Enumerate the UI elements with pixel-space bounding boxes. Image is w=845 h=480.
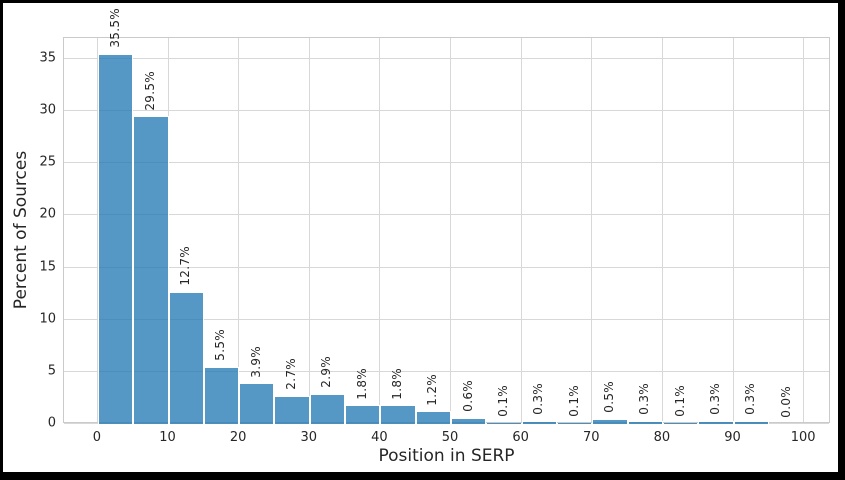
gridline-horizontal (64, 370, 829, 372)
y-tick-label: 25 (39, 154, 56, 170)
y-tick-label: 15 (39, 259, 56, 274)
y-tick-label: 20 (39, 206, 56, 222)
bar-value-label: 35.5% (107, 8, 122, 48)
bar-value-label: 2.7% (284, 358, 299, 390)
gridline-vertical (661, 38, 663, 422)
gridline-vertical (96, 38, 98, 422)
bar-value-label: 0.3% (531, 383, 546, 415)
x-tick-label: 0 (92, 430, 102, 445)
bar-value-label: 0.3% (637, 383, 652, 415)
gridline-vertical (379, 38, 381, 422)
histogram-bar (592, 418, 628, 424)
x-tick-label: 10 (159, 430, 176, 445)
y-tick-label: 10 (39, 311, 56, 327)
y-tick-label: 5 (47, 363, 56, 379)
histogram-bar (486, 422, 522, 424)
bar-value-label: 0.1% (672, 385, 687, 417)
gridline-vertical (591, 38, 593, 422)
bar-value-label: 0.1% (566, 385, 581, 417)
y-tick-label: 30 (39, 102, 56, 118)
histogram-bar (203, 366, 240, 424)
frame-border-top (0, 0, 845, 3)
gridline-horizontal (64, 318, 829, 320)
gridline-horizontal (64, 266, 829, 268)
bar-value-label: 0.1% (496, 385, 510, 417)
bar-value-label: 0.3% (707, 383, 722, 415)
bar-value-label: 1.8% (354, 367, 369, 400)
histogram-bar (698, 420, 734, 424)
bar-value-label: 0.5% (601, 381, 616, 413)
y-axis-label: Percent of Sources (11, 150, 31, 310)
y-tick-label: 0 (47, 415, 56, 431)
x-tick-label: 70 (583, 430, 600, 445)
histogram-bar (556, 422, 593, 424)
gridline-horizontal (64, 162, 829, 164)
x-axis-label: Position in SERP (378, 446, 515, 466)
gridline-vertical (520, 38, 522, 422)
histogram-bar (627, 420, 663, 424)
x-tick-label: 40 (371, 430, 388, 445)
gridline-vertical (308, 38, 310, 422)
histogram-bar (521, 420, 557, 424)
x-tick-label: 60 (512, 430, 529, 445)
x-tick-label: 80 (653, 430, 671, 445)
bar-value-label: 12.7% (178, 245, 193, 286)
histogram-bar (380, 405, 416, 424)
histogram-bar (168, 291, 204, 424)
gridline-vertical (450, 38, 452, 422)
bar-value-label: 1.2% (425, 373, 440, 406)
gridline-horizontal (64, 214, 829, 216)
histogram-bar (415, 411, 452, 424)
histogram-bar (133, 116, 169, 424)
bar-value-label: 29.5% (142, 70, 157, 111)
bar-value-label: 5.5% (213, 328, 228, 361)
bar-value-label: 1.8% (390, 367, 405, 400)
bar-value-label: 0.6% (460, 380, 475, 412)
gridline-vertical (803, 38, 805, 422)
x-tick-label: 30 (300, 430, 318, 445)
x-tick-label: 90 (724, 430, 741, 445)
bar-value-label: 3.9% (248, 345, 263, 378)
gridline-vertical (732, 38, 734, 422)
histogram-bar (451, 417, 487, 424)
frame-border-bottom (0, 472, 845, 480)
plot-area (63, 37, 830, 424)
frame-border-left (0, 0, 3, 480)
histogram-bar (662, 422, 699, 424)
x-tick-label: 100 (790, 430, 816, 445)
x-tick-label: 20 (229, 430, 247, 445)
histogram-bar (309, 393, 346, 424)
histogram-bar (733, 420, 769, 424)
histogram-bar (345, 405, 381, 424)
gridline-horizontal (64, 110, 829, 112)
gridline-horizontal (64, 57, 829, 59)
y-tick-label: 35 (39, 50, 56, 66)
gridline-vertical (238, 38, 240, 422)
bar-value-label: 2.9% (319, 356, 334, 388)
histogram-bar (97, 53, 134, 424)
x-tick-label: 50 (441, 430, 459, 445)
histogram-bar (239, 383, 275, 424)
bar-value-label: 0.3% (743, 383, 758, 415)
histogram-bar (274, 395, 310, 424)
bar-value-label: 0.0% (778, 386, 793, 418)
frame-border-right (838, 0, 845, 480)
